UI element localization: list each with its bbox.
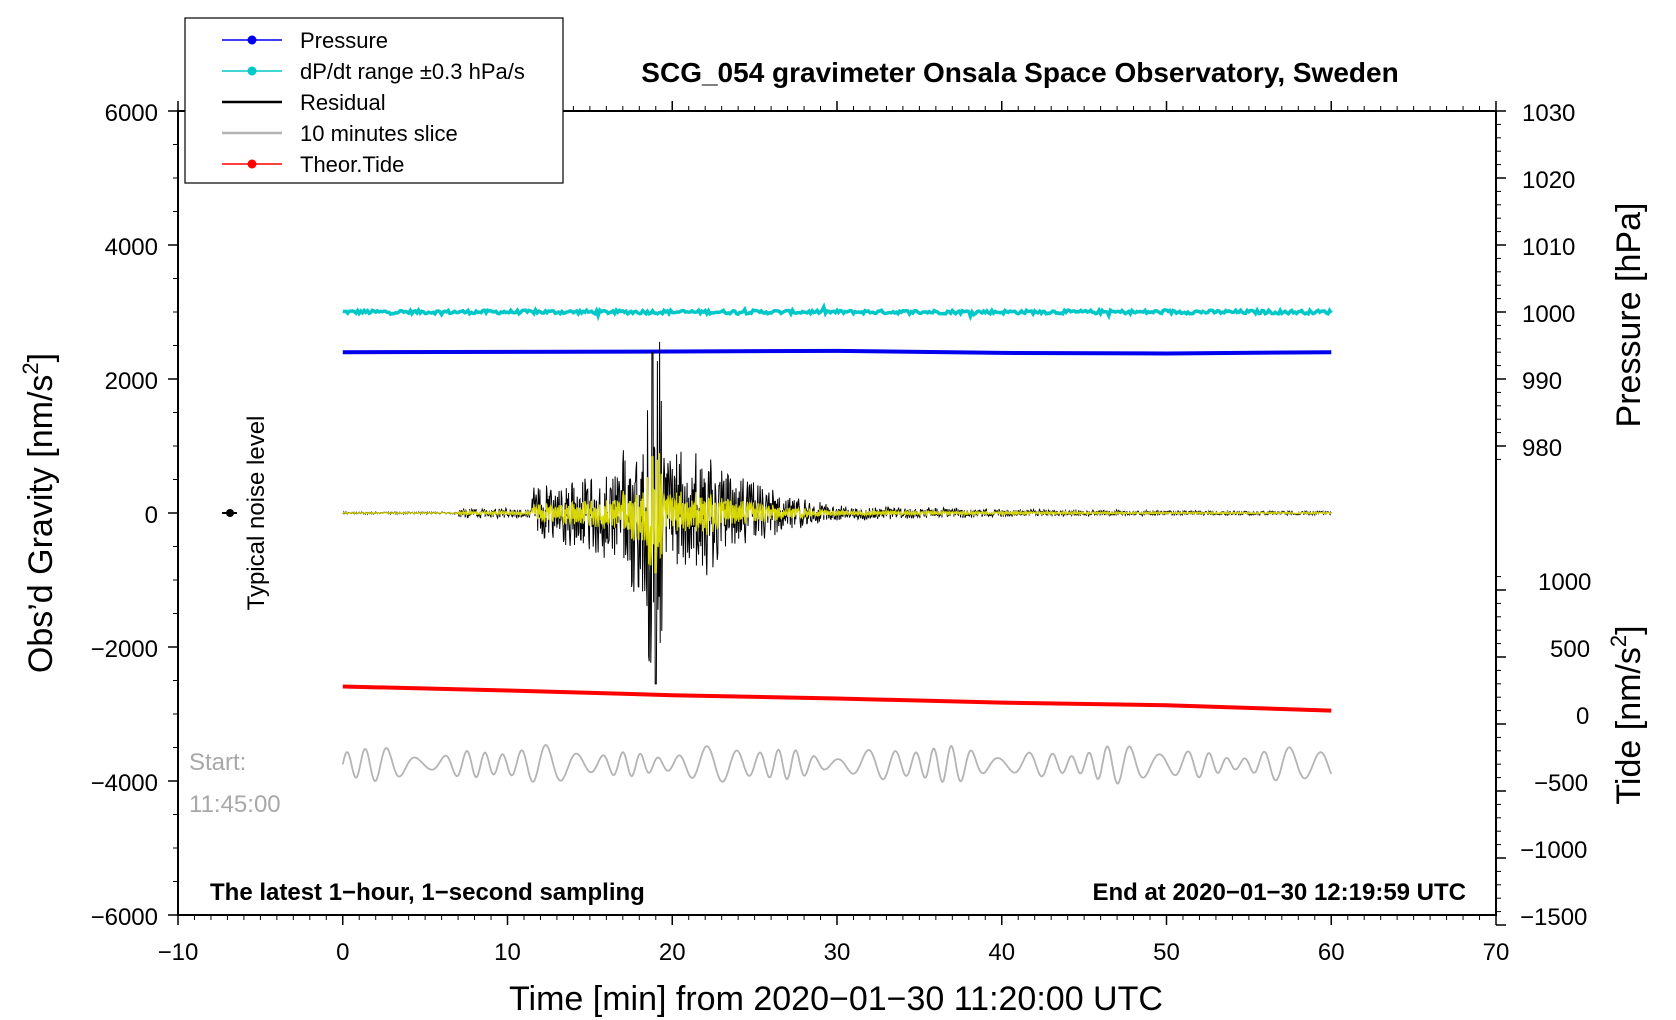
legend-label-slice: 10 minutes slice [300, 121, 458, 146]
y-left-axis-title: Obs’d Gravity [nm/s2] [18, 353, 60, 673]
y-left-tick-label: 0 [145, 502, 158, 529]
x-tick-label: 30 [824, 939, 851, 966]
x-tick-label: −10 [158, 939, 199, 966]
legend-swatch-marker [247, 35, 257, 45]
pressure-tick-label: 1010 [1522, 234, 1575, 261]
x-tick-label: 10 [494, 939, 521, 966]
dpdt-series-line [342, 302, 1333, 322]
tide-tick-label: −1000 [1520, 837, 1587, 864]
tide-tick-label: 1000 [1538, 569, 1591, 596]
y-left-tick-labels: 6000 4000 2000 0 −2000 −4000 −6000 [91, 100, 158, 931]
sampling-note: The latest 1−hour, 1−second sampling [210, 879, 645, 906]
legend: Pressure dP/dt range ±0.3 hPa/s Residual… [184, 17, 564, 184]
noise-level-marker: Typical noise level [222, 416, 270, 611]
legend-box [184, 17, 564, 184]
x-tick-labels: −10 0 10 20 30 40 50 60 70 [158, 939, 1510, 966]
y-left-tick-label: 4000 [105, 234, 158, 261]
y-left-tick-label: 6000 [105, 100, 158, 127]
chart-title: SCG_054 gravimeter Onsala Space Observat… [641, 57, 1398, 88]
pressure-tick-label: 980 [1522, 435, 1562, 462]
pressure-tick-label: 990 [1522, 368, 1562, 395]
pressure-tick-label: 1000 [1522, 301, 1575, 328]
x-axis-title: Time [min] from 2020−01−30 11:20:00 UTC [509, 980, 1163, 1018]
tick-marks [168, 101, 1506, 926]
tide-tick-label: −500 [1534, 770, 1588, 797]
y-left-axis-title-sup: 2 [18, 362, 43, 374]
pressure-series-line [342, 348, 1332, 356]
tide-tick-label: 0 [1576, 703, 1589, 730]
start-label: Start: [189, 749, 246, 776]
start-time: 11:45:00 [189, 791, 281, 818]
tide-axis-title-sup: 2 [1606, 635, 1631, 647]
legend-label-tide: Theor.Tide [300, 152, 404, 177]
legend-swatch-marker [247, 159, 257, 169]
y-right-tide-axis-title: Tide [nm/s2] [1606, 625, 1648, 804]
y-left-tick-label: 2000 [105, 368, 158, 395]
y-right-pressure-axis-title: Pressure [hPa] [1610, 203, 1648, 428]
y-left-axis-title-base: Obs’d Gravity [nm/s [22, 375, 60, 674]
x-tick-label: 60 [1318, 939, 1345, 966]
tide-axis-title-end: ] [1610, 625, 1648, 634]
y-left-tick-label: −2000 [91, 636, 158, 663]
y-right-tide-tick-labels: 1000 500 0 −500 −1000 −1500 [1520, 569, 1591, 931]
x-tick-label: 0 [336, 939, 349, 966]
tide-axis-title-base: Tide [nm/s [1610, 647, 1648, 804]
end-time-note: End at 2020−01−30 12:19:59 UTC [1092, 879, 1466, 906]
pressure-tick-label: 1030 [1522, 100, 1575, 127]
legend-label-pressure: Pressure [300, 28, 388, 53]
legend-swatches [222, 35, 282, 169]
y-left-tick-label: −4000 [91, 770, 158, 797]
y-left-tick-label: −6000 [91, 904, 158, 931]
legend-label-dpdt: dP/dt range ±0.3 hPa/s [300, 59, 525, 84]
residual-filtered-line [342, 453, 1332, 574]
y-left-axis-title-end: ] [22, 353, 60, 362]
x-tick-label: 50 [1153, 939, 1180, 966]
noise-level-label: Typical noise level [243, 416, 270, 611]
tide-series-line [342, 684, 1332, 713]
pressure-tick-label: 1020 [1522, 167, 1575, 194]
slice-series-line [341, 744, 1333, 785]
legend-swatch-marker [247, 66, 257, 76]
legend-label-residual: Residual [300, 90, 386, 115]
tide-tick-label: −1500 [1520, 904, 1587, 931]
x-tick-label: 40 [988, 939, 1015, 966]
noise-level-dot [226, 509, 234, 517]
x-tick-label: 70 [1483, 939, 1510, 966]
tide-tick-label: 500 [1550, 636, 1590, 663]
y-right-pressure-tick-labels: 1030 1020 1010 1000 990 980 [1522, 100, 1575, 462]
x-tick-label: 20 [659, 939, 686, 966]
series-layer [341, 302, 1333, 785]
